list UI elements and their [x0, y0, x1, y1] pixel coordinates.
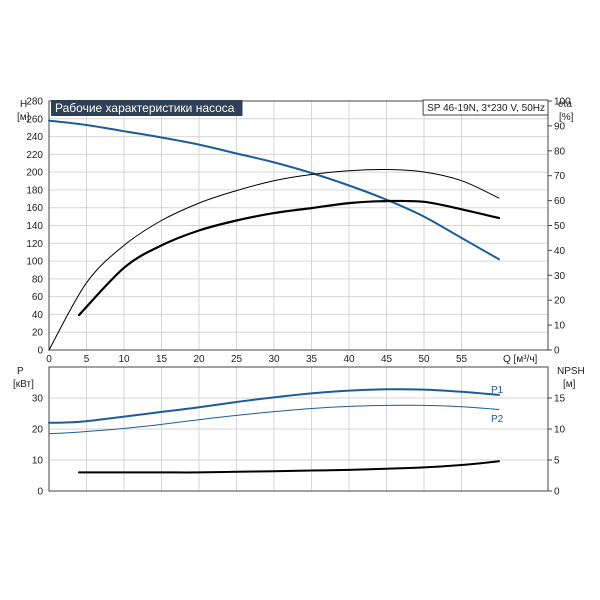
pump-model-background — [422, 99, 549, 116]
head-tick-label: 120 — [26, 239, 43, 250]
eta-tick-label: 30 — [554, 271, 566, 282]
power-tick-label: 0 — [37, 487, 43, 498]
head-axis-label: H — [20, 99, 27, 110]
head-curve — [48, 119, 500, 261]
power-axis-unit: [кВт] — [13, 379, 34, 390]
head-tick-label: 220 — [26, 150, 43, 161]
eta-axis-unit: [%] — [559, 112, 574, 123]
eta-tick-label: 70 — [554, 171, 566, 182]
power-npsh-panel: 0 10 20 30 0 5 10 15 P [кВт] NPSH [м] P1 P2 — [13, 366, 585, 498]
eta-tick-label: 80 — [554, 146, 566, 157]
eta-tick-label: 90 — [554, 121, 566, 132]
head-tick-label: 20 — [32, 328, 44, 339]
eta-tick-label: 60 — [554, 196, 566, 207]
eta-tick-label: 100 — [554, 97, 571, 108]
eta-tick-label: 50 — [554, 221, 566, 232]
head-efficiency-panel: 0204060801001201401601802002202402602800… — [17, 97, 574, 366]
power-tick-label: 20 — [32, 425, 44, 436]
head-tick-label: 60 — [32, 292, 44, 303]
power-axis-label: P — [17, 366, 24, 377]
power-tick-label: 10 — [32, 456, 44, 467]
flow-tick-label: 0 — [46, 354, 52, 365]
chart-title: Рабочие характеристики насоса — [55, 101, 235, 115]
top-grid — [49, 101, 548, 350]
flow-tick-label: 50 — [418, 354, 430, 365]
head-tick-label: 0 — [37, 346, 43, 357]
flow-tick-label: 20 — [193, 354, 205, 365]
head-tick-label: 100 — [26, 257, 43, 268]
head-tick-label: 40 — [32, 310, 44, 321]
flow-tick-label: 40 — [343, 354, 355, 365]
head-axis-unit: [м] — [17, 112, 30, 123]
chart-title-background — [51, 100, 243, 116]
flow-tick-label: 10 — [118, 354, 130, 365]
eta-tick-label: 10 — [554, 321, 566, 332]
head-tick-label: 260 — [26, 114, 43, 125]
head-tick-label: 280 — [26, 97, 43, 108]
bottom-grid — [49, 367, 548, 491]
pump-model-label: SP 46-19N, 3*230 V, 50Hz — [427, 103, 545, 114]
head-tick-label: 160 — [26, 203, 43, 214]
flow-tick-label: 15 — [156, 354, 168, 365]
npsh-tick-label: 15 — [554, 394, 566, 405]
npsh-axis-label: NPSH — [557, 366, 585, 377]
power-p2-curve — [48, 404, 500, 435]
flow-axis-label: Q [м³/ч] — [503, 354, 538, 365]
flow-tick-label: 35 — [306, 354, 318, 365]
head-tick-label: 200 — [26, 168, 43, 179]
efficiency-curve-thick — [77, 199, 501, 317]
npsh-curve — [78, 460, 500, 474]
efficiency-curve-thin — [48, 168, 500, 351]
head-tick-label: 240 — [26, 132, 43, 143]
eta-tick-label: 20 — [554, 296, 566, 307]
npsh-tick-label: 5 — [554, 456, 560, 467]
top-series — [48, 119, 501, 351]
flow-tick-label: 25 — [231, 354, 243, 365]
bottom-series — [48, 388, 500, 474]
head-tick-label: 80 — [32, 274, 44, 285]
head-tick-label: 180 — [26, 185, 43, 196]
series-label-p2: P2 — [491, 414, 504, 425]
power-tick-label: 30 — [32, 394, 44, 405]
eta-axis-label: eta — [558, 99, 572, 110]
top-tick-labels: 0204060801001201401601802002202402602800… — [26, 97, 571, 366]
flow-tick-label: 55 — [456, 354, 468, 365]
npsh-tick-label: 10 — [554, 425, 566, 436]
npsh-axis-unit: [м] — [563, 379, 576, 390]
flow-tick-label: 30 — [268, 354, 280, 365]
npsh-tick-label: 0 — [554, 487, 560, 498]
series-label-p1: P1 — [491, 385, 504, 396]
eta-tick-label: 0 — [554, 346, 560, 357]
flow-tick-label: 5 — [84, 354, 90, 365]
flow-tick-label: 45 — [381, 354, 393, 365]
bottom-tick-labels: 0 10 20 30 0 5 10 15 — [32, 394, 566, 498]
head-tick-label: 140 — [26, 221, 43, 232]
eta-tick-label: 40 — [554, 246, 566, 257]
power-p1-curve — [48, 388, 500, 424]
